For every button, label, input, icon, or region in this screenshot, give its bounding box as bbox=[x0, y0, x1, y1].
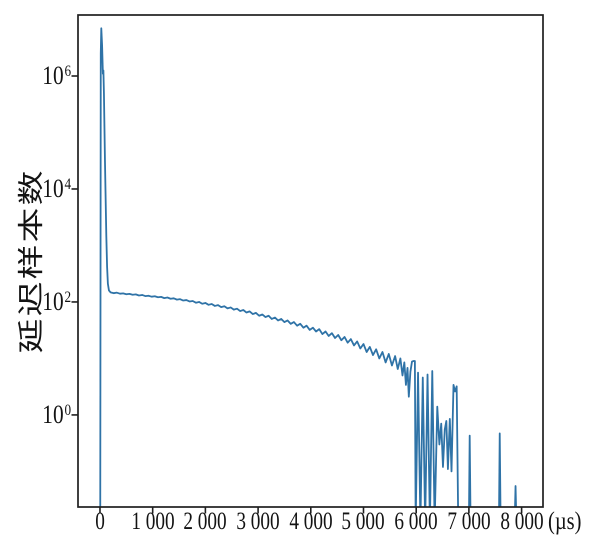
y-tick-label: 106 bbox=[42, 61, 71, 90]
y-axis-label: 延迟样本数 bbox=[16, 168, 46, 354]
plot-border bbox=[77, 14, 544, 508]
x-tick-label: 0 bbox=[95, 508, 105, 535]
x-tick-label: 5 000 bbox=[341, 508, 386, 535]
x-tick-label: 4 000 bbox=[289, 508, 333, 535]
y-tick-label: 100 bbox=[42, 399, 71, 429]
x-tick-label: 7 000 bbox=[447, 508, 491, 535]
x-tick-label: 8 000 bbox=[499, 508, 544, 535]
y-tick-label: 104 bbox=[42, 173, 71, 203]
x-tick-label: 1 000 bbox=[131, 508, 175, 535]
x-tick-label: 2 000 bbox=[183, 508, 228, 535]
x-tick-label: 3 000 bbox=[236, 508, 280, 535]
y-tick-label: 102 bbox=[42, 286, 71, 316]
x-tick-label: 6 000 bbox=[394, 508, 438, 535]
delay-count-series-line bbox=[99, 27, 517, 508]
x-axis-unit-label: (µs) bbox=[548, 508, 582, 535]
